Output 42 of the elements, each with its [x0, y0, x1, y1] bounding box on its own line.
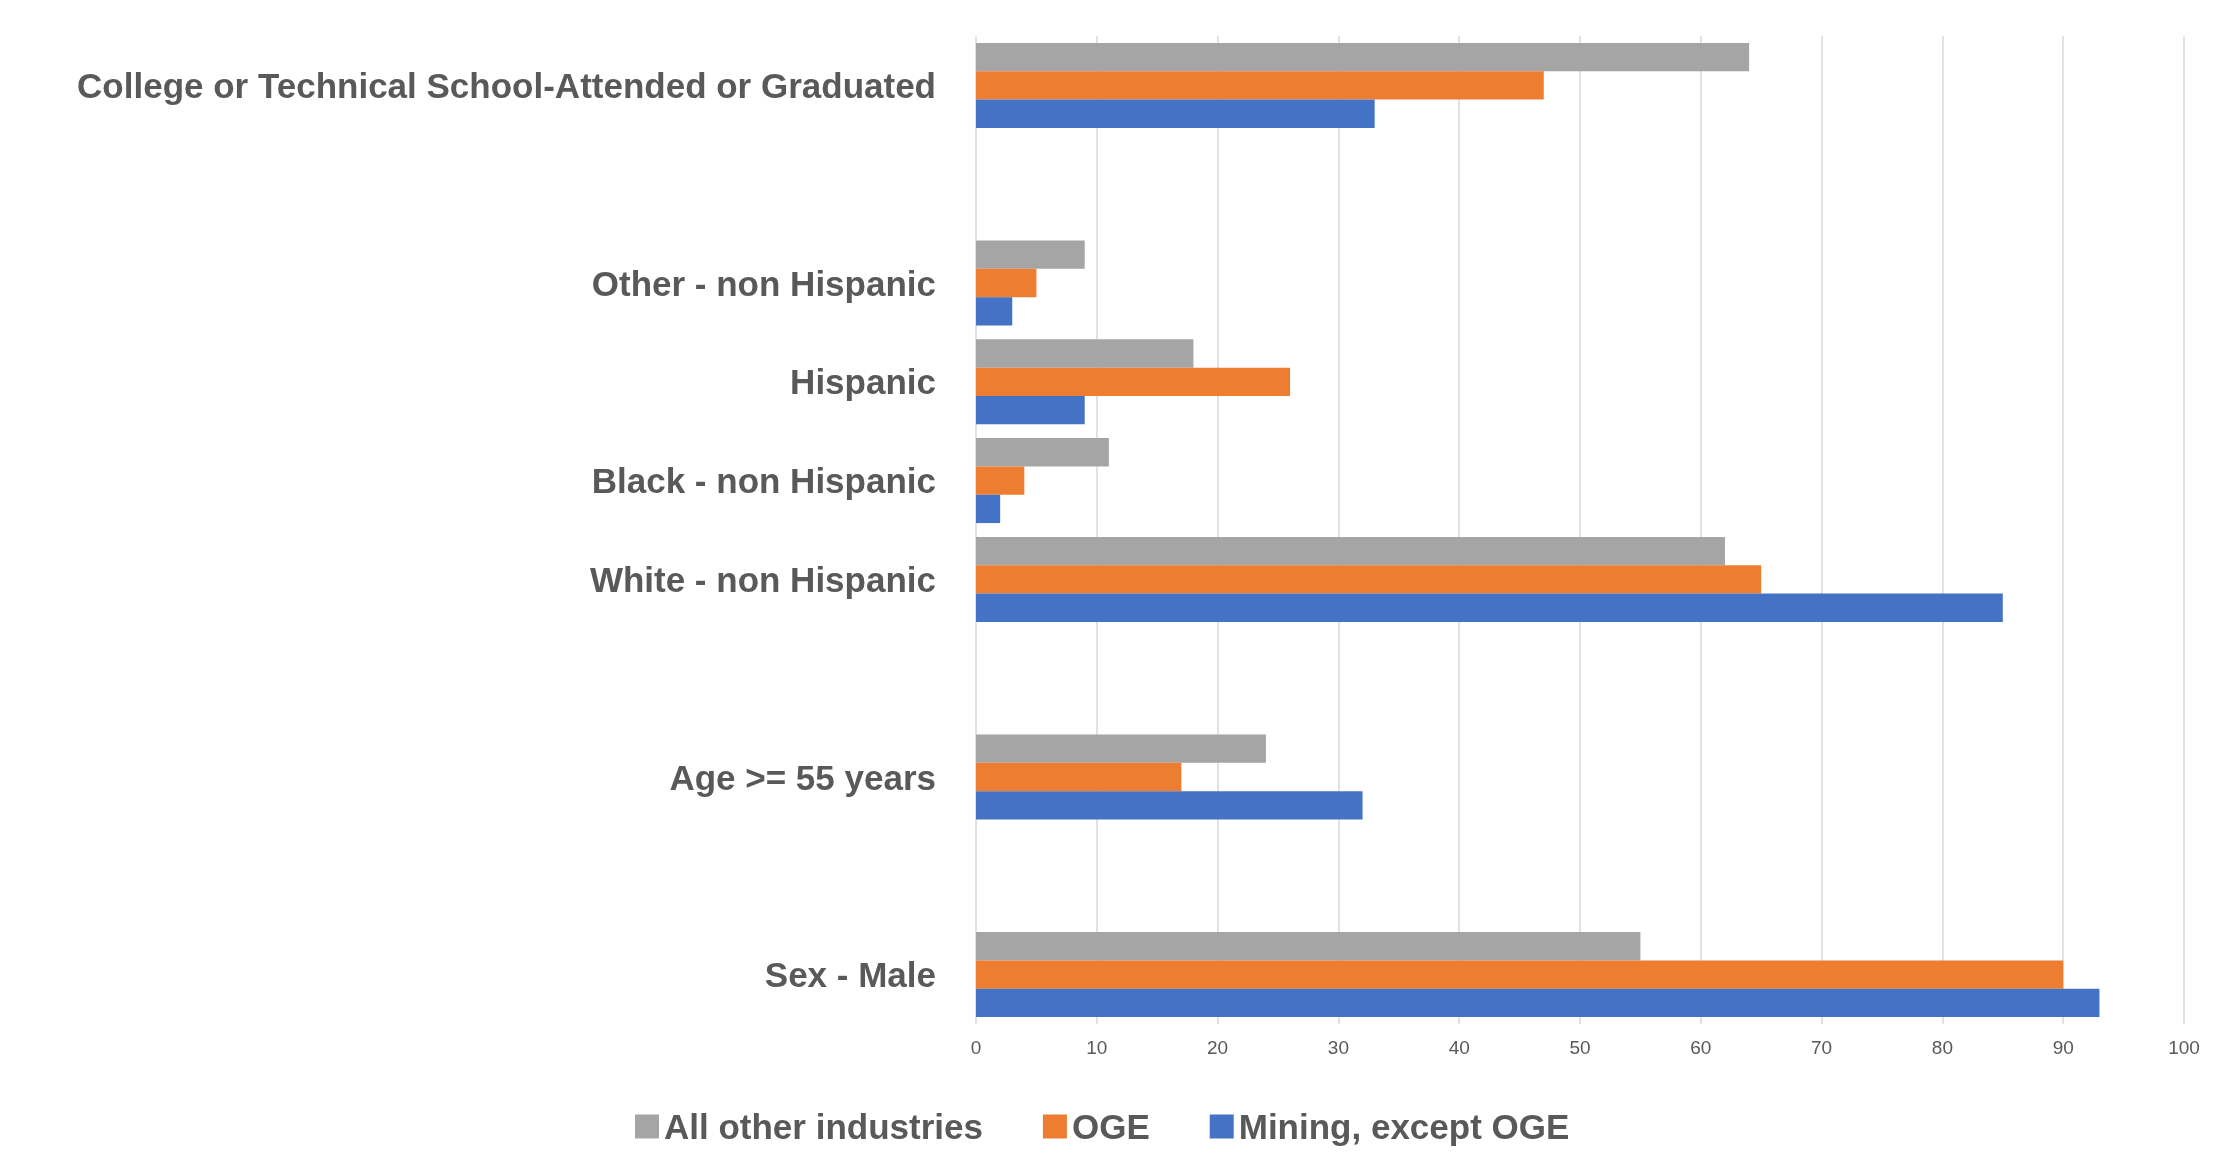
bar [976, 734, 1266, 763]
bar [976, 297, 1013, 326]
y-tick-label: Age >= 55 years [669, 757, 936, 797]
bar [976, 565, 1762, 594]
x-tick-label: 80 [1931, 1037, 1953, 1058]
bar [976, 268, 1037, 298]
bar [976, 466, 1025, 495]
bar [976, 791, 1363, 820]
x-tick-label: 0 [970, 1037, 982, 1058]
y-tick-label: Hispanic [790, 362, 936, 402]
x-tick-label: 100 [2168, 1037, 2200, 1058]
bar [976, 593, 2003, 622]
x-tick-label: 10 [1086, 1037, 1108, 1058]
bar [976, 395, 1085, 425]
y-tick-label: Black - non Hispanic [591, 461, 936, 501]
x-tick-label: 60 [1690, 1037, 1712, 1058]
bar [976, 438, 1109, 467]
legend-label: Mining, except OGE [1238, 1107, 1570, 1146]
x-tick-label: 70 [1811, 1037, 1833, 1058]
x-tick-label: 40 [1448, 1037, 1470, 1058]
bar [976, 367, 1291, 396]
y-tick-label: College or Technical School-Attended or Graduated [77, 65, 936, 105]
bar [976, 240, 1085, 269]
bar [976, 932, 1641, 961]
legend-label: All other industries [664, 1107, 983, 1146]
bar [976, 99, 1375, 128]
bar [976, 960, 2064, 989]
y-tick-label: White - non Hispanic [589, 559, 936, 599]
y-tick-label: Other - non Hispanic [591, 263, 936, 303]
bar [976, 339, 1194, 368]
x-tick-label: 30 [1327, 1037, 1349, 1058]
legend-label: OGE [1071, 1107, 1150, 1146]
x-tick-label: 90 [2052, 1037, 2074, 1058]
x-tick-label: 50 [1569, 1037, 1591, 1058]
bar [976, 762, 1182, 792]
bar [976, 536, 1725, 566]
bar [976, 42, 1750, 72]
bar [976, 988, 2100, 1018]
bar [976, 494, 1001, 524]
bar [976, 71, 1544, 100]
y-tick-label: Sex - Male [764, 955, 936, 995]
x-tick-label: 20 [1207, 1037, 1229, 1058]
